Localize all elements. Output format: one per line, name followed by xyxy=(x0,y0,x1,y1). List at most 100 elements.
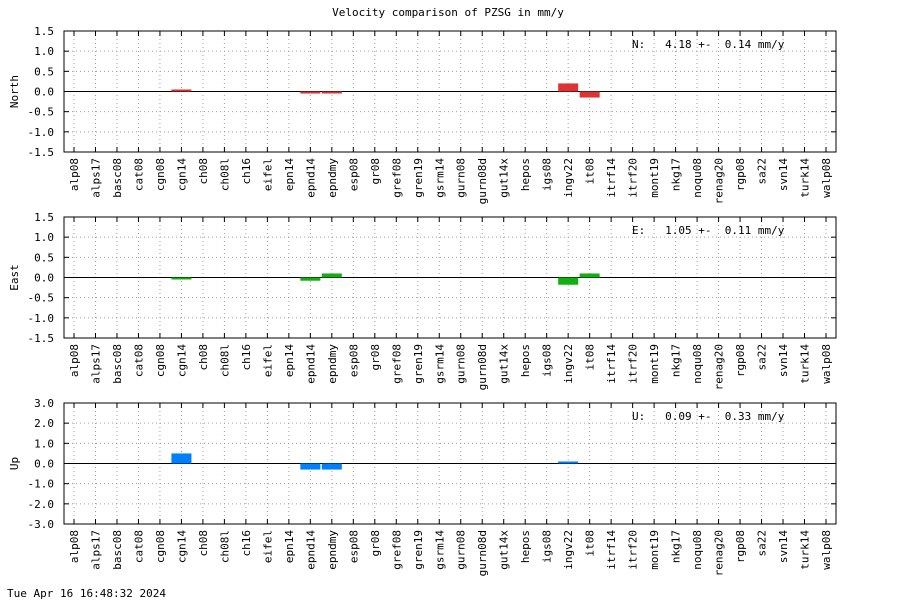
x-tick-label: gren19 xyxy=(412,344,425,384)
y-axis-label: East xyxy=(8,264,21,291)
bar xyxy=(300,463,321,470)
x-tick-label: rgp08 xyxy=(734,158,747,191)
x-tick-label: cgn14 xyxy=(175,530,188,563)
x-tick-label: ch08 xyxy=(197,344,210,371)
x-tick-label: epn14 xyxy=(283,344,296,377)
x-tick-label: itrf20 xyxy=(627,344,640,384)
chart-title: Velocity comparison of PZSG in mm/y xyxy=(332,6,564,19)
y-axis-label: North xyxy=(8,75,21,108)
x-tick-label: mont19 xyxy=(648,344,661,384)
x-tick-label: gr08 xyxy=(369,158,382,185)
x-tick-label: basc08 xyxy=(111,158,124,198)
y-tick-label: 0.5 xyxy=(34,65,54,78)
x-tick-label: sa22 xyxy=(756,530,769,557)
x-tick-label: hepos xyxy=(519,344,532,377)
x-tick-label: basc08 xyxy=(111,344,124,384)
x-tick-label: alp08 xyxy=(68,158,81,191)
annotation: N: 4.18 +- 0.14 mm/y xyxy=(632,38,785,51)
x-tick-label: svn14 xyxy=(777,530,790,563)
x-tick-label: gurn08 xyxy=(455,530,468,570)
x-tick-label: ingv22 xyxy=(562,158,575,198)
x-tick-label: gref08 xyxy=(390,530,403,570)
y-tick-label: -0.5 xyxy=(28,292,55,305)
x-tick-label: gr08 xyxy=(369,530,382,557)
x-tick-label: itrf14 xyxy=(605,530,618,570)
x-tick-label: cgn14 xyxy=(175,158,188,191)
x-tick-label: alp08 xyxy=(68,530,81,563)
x-tick-label: cat08 xyxy=(132,344,145,377)
plot-frame xyxy=(63,402,837,525)
x-tick-label: epnd14 xyxy=(304,158,317,198)
x-tick-label: basc08 xyxy=(111,530,124,570)
x-tick-label: turk14 xyxy=(799,530,812,570)
x-tick-label: esp08 xyxy=(347,344,360,377)
x-tick-label: epndmy xyxy=(326,158,339,198)
y-tick-label: 1.0 xyxy=(34,437,54,450)
bar xyxy=(171,89,192,92)
x-tick-label: epn14 xyxy=(283,158,296,191)
x-tick-label: gsrm14 xyxy=(433,344,446,384)
x-tick-label: ch08 xyxy=(197,158,210,185)
x-tick-label: ch08 xyxy=(197,530,210,557)
x-tick-label: walp08 xyxy=(820,158,833,198)
x-tick-label: nkg17 xyxy=(670,344,683,377)
x-tick-label: ch08l xyxy=(218,530,231,563)
x-tick-label: gsrm14 xyxy=(433,158,446,198)
y-tick-label: 0.0 xyxy=(34,86,54,99)
y-tick-label: -0.5 xyxy=(28,106,55,119)
y-tick-label: 0.0 xyxy=(34,272,54,285)
x-tick-label: gren19 xyxy=(412,158,425,198)
x-tick-label: ch08l xyxy=(218,344,231,377)
x-tick-label: gurn08d xyxy=(476,158,489,204)
x-tick-label: svn14 xyxy=(777,344,790,377)
x-tick-label: eifel xyxy=(261,344,274,377)
annotation: E: 1.05 +- 0.11 mm/y xyxy=(632,224,785,237)
x-tick-label: renag20 xyxy=(713,530,726,576)
y-tick-label: 1.5 xyxy=(34,25,54,38)
bar xyxy=(558,461,579,464)
x-tick-label: cgn08 xyxy=(154,344,167,377)
y-tick-label: 0.0 xyxy=(34,458,54,471)
x-tick-label: nkg17 xyxy=(670,158,683,191)
x-tick-label: gurn08 xyxy=(455,344,468,384)
y-tick-label: 0.5 xyxy=(34,251,54,264)
x-tick-label: cgn14 xyxy=(175,344,188,377)
x-tick-label: epndmy xyxy=(326,344,339,384)
x-tick-label: hepos xyxy=(519,530,532,563)
y-tick-label: -1.0 xyxy=(28,126,55,139)
x-tick-label: ch16 xyxy=(240,158,253,185)
y-tick-label: -1.0 xyxy=(28,478,55,491)
timestamp: Tue Apr 16 16:48:32 2024 xyxy=(7,587,166,600)
y-tick-label: -3.0 xyxy=(28,518,55,531)
x-tick-label: renag20 xyxy=(713,158,726,204)
x-tick-label: esp08 xyxy=(347,158,360,191)
bar xyxy=(171,277,192,280)
x-tick-label: igs08 xyxy=(541,344,554,377)
x-tick-label: it08 xyxy=(584,530,597,557)
x-tick-label: nkg17 xyxy=(670,530,683,563)
x-tick-label: itrf14 xyxy=(605,344,618,384)
bar xyxy=(321,91,342,94)
y-tick-label: 1.0 xyxy=(34,231,54,244)
x-tick-label: gut14x xyxy=(498,344,511,384)
annotation: U: 0.09 +- 0.33 mm/y xyxy=(632,410,785,423)
x-tick-label: svn14 xyxy=(777,158,790,191)
x-tick-label: gurn08d xyxy=(476,344,489,390)
x-tick-label: renag20 xyxy=(713,344,726,390)
x-tick-label: esp08 xyxy=(347,530,360,563)
x-tick-label: eifel xyxy=(261,530,274,563)
bar xyxy=(300,277,321,281)
x-tick-label: ch08l xyxy=(218,158,231,191)
x-tick-label: hepos xyxy=(519,158,532,191)
x-tick-label: gref08 xyxy=(390,344,403,384)
x-tick-label: alps17 xyxy=(89,158,102,198)
x-tick-label: ingv22 xyxy=(562,344,575,384)
x-tick-label: rgp08 xyxy=(734,530,747,563)
x-tick-label: ch16 xyxy=(240,530,253,557)
x-tick-label: noqu08 xyxy=(691,344,704,384)
x-tick-label: it08 xyxy=(584,344,597,371)
x-tick-label: walp08 xyxy=(820,530,833,570)
x-tick-label: noqu08 xyxy=(691,530,704,570)
x-tick-label: sa22 xyxy=(756,344,769,371)
